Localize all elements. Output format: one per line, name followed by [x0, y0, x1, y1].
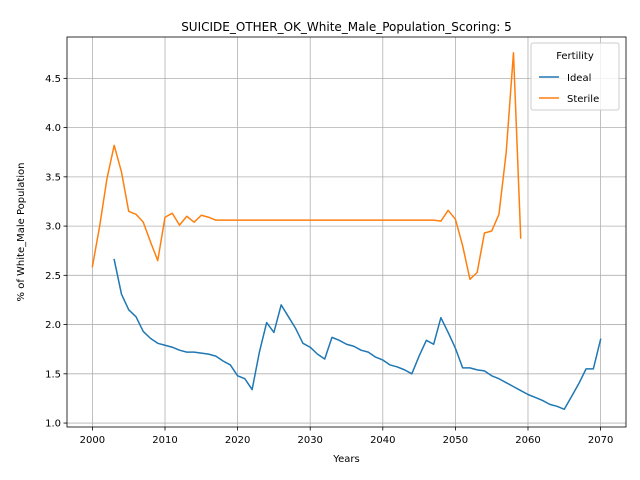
y-tick-label: 1.5: [45, 369, 61, 380]
y-tick-label: 2.0: [45, 320, 61, 331]
y-axis: 1.0 1.5 2.0 2.5 3.0 3.5 4.0 4.5: [45, 74, 67, 430]
legend-box: [530, 42, 620, 111]
legend-label-sterile: Sterile: [567, 94, 599, 105]
x-tick-label: 2060: [515, 435, 540, 446]
series-line-sterile: [91, 52, 522, 281]
legend-title: Fertility: [556, 51, 594, 62]
y-axis-label: % of White_Male Population: [16, 163, 27, 302]
legend-label-ideal: Ideal: [567, 73, 591, 84]
legend: Fertility Ideal Sterile: [530, 42, 620, 111]
x-tick-label: 2030: [297, 435, 322, 446]
x-tick-label: 2070: [588, 435, 613, 446]
y-tick-label: 4.5: [45, 74, 61, 85]
x-tick-label: 2050: [443, 435, 468, 446]
y-tick-label: 2.5: [45, 271, 61, 282]
x-axis-label: Years: [332, 454, 359, 465]
plot-frame: [66, 36, 627, 428]
series-layer: [91, 52, 602, 411]
x-tick-label: 2020: [225, 435, 250, 446]
y-tick-label: 1.0: [45, 419, 61, 430]
chart-title: SUICIDE_OTHER_OK_White_Male_Population_S…: [181, 20, 512, 34]
series-line-ideal: [113, 258, 602, 411]
x-tick-label: 2000: [80, 435, 105, 446]
x-axis: 2000 2010 2020 2030 2040 2050 2060 2070: [80, 427, 613, 446]
y-tick-label: 3.0: [45, 222, 61, 233]
y-tick-label: 3.5: [45, 172, 61, 183]
y-tick-label: 4.0: [45, 123, 61, 134]
x-tick-label: 2010: [152, 435, 177, 446]
x-tick-label: 2040: [370, 435, 395, 446]
